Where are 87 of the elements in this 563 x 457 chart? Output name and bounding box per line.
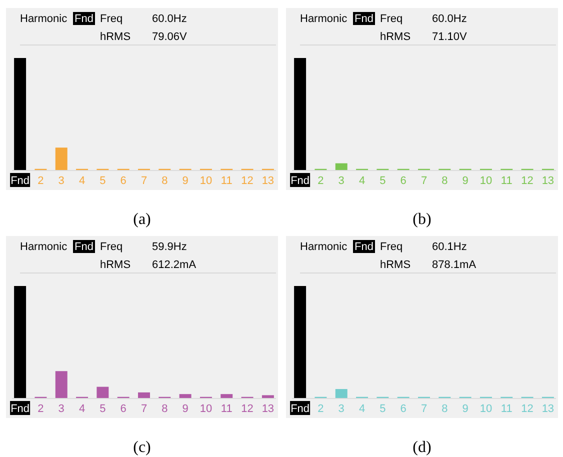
x-tick-label: 13: [542, 175, 554, 187]
text: 60.1Hz: [432, 241, 467, 253]
bar: [220, 394, 233, 398]
x-tick-label: 12: [521, 175, 534, 187]
x-tick-label: 2: [38, 403, 44, 415]
text: Freq: [380, 241, 403, 253]
x-tick-label: 3: [338, 403, 344, 415]
x-tick-label: 6: [120, 403, 126, 415]
text: Freq: [380, 13, 403, 25]
text: Fnd: [354, 241, 374, 253]
text: hRMS: [380, 31, 411, 43]
x-tick-label: 9: [462, 175, 468, 187]
x-tick-label: 10: [200, 403, 212, 415]
x-tick-label: 5: [380, 403, 386, 415]
x-tick-label: 8: [162, 175, 168, 187]
bar: [262, 395, 274, 398]
x-tick-label: 9: [182, 403, 188, 415]
x-tick-label: 8: [162, 403, 168, 415]
x-tick-label: 2: [38, 175, 44, 187]
x-tick-label: 2: [318, 175, 324, 187]
text: (a): [133, 211, 151, 228]
text: 59.9Hz: [152, 241, 187, 253]
text: 612.2mA: [152, 259, 197, 271]
x-tick-label: Fnd: [290, 403, 310, 415]
text: (c): [133, 439, 151, 456]
x-tick-label: 3: [58, 403, 64, 415]
x-tick-label: 10: [480, 403, 492, 415]
x-tick-label: 12: [521, 403, 534, 415]
text: Harmonic: [300, 241, 348, 253]
x-tick-label: 5: [380, 175, 386, 187]
text: 71.10V: [432, 31, 468, 43]
text: (b): [412, 211, 432, 228]
text: Freq: [100, 13, 123, 25]
x-tick-label: 13: [262, 403, 274, 415]
x-tick-label: 9: [182, 175, 188, 187]
x-tick-label: 9: [462, 403, 468, 415]
x-tick-label: 8: [442, 403, 448, 415]
text: Harmonic: [20, 13, 68, 25]
text: 79.06V: [152, 31, 188, 43]
x-tick-label: 12: [241, 175, 254, 187]
x-tick-label: 13: [542, 403, 554, 415]
text: 60.0Hz: [432, 13, 467, 25]
x-tick-label: 7: [140, 403, 148, 415]
text: hRMS: [100, 31, 131, 43]
x-tick-label: 7: [140, 175, 148, 187]
x-tick-label: Fnd: [10, 403, 30, 415]
text: (d): [412, 439, 432, 456]
bar: [55, 371, 68, 398]
text: 60.0Hz: [152, 13, 187, 25]
x-tick-label: 4: [358, 175, 366, 187]
bar: [138, 392, 150, 398]
x-tick-label: 13: [262, 175, 274, 187]
text: Harmonic: [20, 241, 68, 253]
x-tick-label: 5: [100, 175, 106, 187]
text: hRMS: [100, 259, 131, 271]
x-tick-label: 2: [318, 403, 324, 415]
text: Freq: [100, 241, 123, 253]
text: hRMS: [380, 259, 411, 271]
x-tick-label: 11: [220, 175, 232, 187]
x-tick-label: 10: [200, 175, 212, 187]
text: 878.1mA: [432, 259, 477, 271]
x-tick-label: 6: [120, 175, 126, 187]
x-tick-label: 11: [220, 403, 232, 415]
text: Fnd: [74, 241, 94, 253]
x-tick-label: 8: [442, 175, 448, 187]
x-tick-label: 3: [58, 175, 64, 187]
x-tick-label: 11: [500, 403, 512, 415]
x-tick-label: Fnd: [290, 175, 310, 187]
x-tick-label: 4: [78, 403, 86, 415]
text: Fnd: [74, 13, 94, 25]
x-tick-label: 10: [480, 175, 492, 187]
x-tick-label: Fnd: [10, 175, 30, 187]
x-tick-label: 6: [400, 175, 406, 187]
x-tick-label: 6: [400, 403, 406, 415]
x-tick-label: 4: [78, 175, 86, 187]
x-tick-label: 11: [500, 175, 512, 187]
x-tick-label: 4: [358, 403, 366, 415]
x-tick-label: 12: [241, 403, 254, 415]
x-tick-label: 3: [338, 175, 344, 187]
text: Fnd: [354, 13, 374, 25]
x-tick-label: 5: [100, 403, 106, 415]
bar: [179, 394, 192, 398]
bar: [14, 286, 26, 398]
x-tick-label: 7: [420, 175, 428, 187]
bar: [96, 386, 109, 398]
text: Harmonic: [300, 13, 348, 25]
x-tick-label: 7: [420, 403, 428, 415]
